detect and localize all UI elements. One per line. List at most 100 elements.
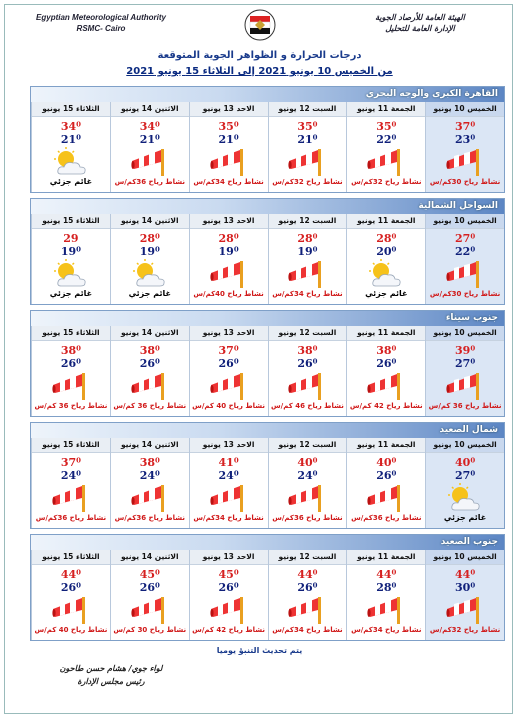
windsock-icon: [288, 261, 322, 288]
min-temp: 27⁰: [455, 469, 476, 482]
regions: القاهرة الكبرى والوجه البحري الخميس 10 يو…: [30, 86, 505, 646]
max-temp: 39⁰: [455, 344, 476, 357]
max-temp: 44⁰: [376, 568, 397, 581]
forecast-cell: الجمعة 11 يونيو 28⁰ 20⁰ غائم جزئي: [346, 214, 426, 304]
min-temp: 23⁰: [455, 133, 476, 146]
max-temp: 28⁰: [376, 232, 397, 245]
forecast-cell: الاثنين 14 يونيو 38⁰ 26⁰ نشاط رياح 36 كم/س: [109, 326, 189, 416]
windsock-icon: [209, 261, 243, 288]
day-label: السبت 12 يونيو: [268, 550, 347, 565]
day-label: الثلاثاء 15 يونيو: [32, 438, 110, 453]
forecast-cell: الاثنين 14 يونيو 45⁰ 26⁰ نشاط رياح 30 كم/س: [109, 550, 189, 640]
condition: نشاط رياح 36كم/س: [272, 514, 343, 522]
max-temp: 35⁰: [376, 120, 397, 133]
windsock-icon: [367, 597, 401, 624]
max-temp: 28⁰: [218, 232, 239, 245]
forecast-cell: الثلاثاء 15 يونيو 37⁰ 24⁰ نشاط رياح 36كم/س: [31, 438, 110, 528]
windsock-icon: [288, 597, 322, 624]
max-temp: 37⁰: [218, 344, 239, 357]
condition: غائم جزئي: [365, 289, 408, 298]
region: جنوب سيناء الخميس 10 يونيو 39⁰ 27⁰ نشاط ريا…: [30, 310, 505, 417]
condition: نشاط رياح 32كم/س: [351, 178, 422, 186]
period: من الخميس 10 يونيو 2021 إلى الثلاثاء 15 …: [126, 66, 393, 77]
forecast-cell: السبت 12 يونيو 38⁰ 26⁰ نشاط رياح 46 كم/س: [267, 326, 347, 416]
condition: نشاط رياح 40 كم/س: [192, 402, 265, 410]
region-name: جنوب سيناء: [31, 311, 504, 326]
min-temp: 26⁰: [139, 581, 160, 594]
day-label: الجمعة 11 يونيو: [347, 102, 426, 117]
forecast-cell: الجمعة 11 يونيو 38⁰ 26⁰ نشاط رياح 42 كم/س: [346, 326, 426, 416]
max-temp: 35⁰: [218, 120, 239, 133]
forecast-cell: الخميس 10 يونيو 40⁰ 27⁰ غائم جزئي: [425, 438, 504, 528]
logo: [244, 9, 276, 41]
max-temp: 34⁰: [60, 120, 81, 133]
max-temp: 38⁰: [297, 344, 318, 357]
day-label: الثلاثاء 15 يونيو: [32, 326, 110, 341]
signature: لواء جوي/ هشام حسن طاحون: [59, 664, 163, 673]
condition: نشاط رياح 34كم/س: [193, 514, 264, 522]
min-temp: 22⁰: [455, 245, 476, 258]
forecast-cell: الجمعة 11 يونيو 44⁰ 28⁰ نشاط رياح 34كم/س: [346, 550, 426, 640]
windsock-icon: [446, 149, 480, 176]
min-temp: 24⁰: [218, 469, 239, 482]
condition: نشاط رياح 36كم/س: [114, 178, 185, 186]
condition: غائم جزئي: [443, 513, 487, 522]
region: القاهرة الكبرى والوجه البحري الخميس 10 يو…: [30, 86, 505, 193]
region-name: شمال الصعيد: [31, 423, 504, 438]
forecast-cell: السبت 12 يونيو 44⁰ 26⁰ نشاط رياح 34كم/س: [267, 550, 347, 640]
forecast-cell: الاثنين 14 يونيو 38⁰ 24⁰ نشاط رياح 36كم/س: [109, 438, 189, 528]
day-label: الاحد 13 يونيو: [189, 550, 268, 565]
forecast-cell: الاحد 13 يونيو 35⁰ 21⁰ نشاط رياح 34كم/س: [188, 102, 268, 192]
min-temp: 30⁰: [455, 581, 476, 594]
forecast-cell: الخميس 10 يونيو 44⁰ 30⁰ نشاط رياح 32كم/س: [425, 550, 504, 640]
day-label: الاثنين 14 يونيو: [110, 326, 189, 341]
min-temp: 19⁰: [60, 245, 81, 258]
day-label: الثلاثاء 15 يونيو: [32, 550, 110, 565]
min-temp: 19⁰: [297, 245, 318, 258]
min-temp: 26⁰: [218, 581, 239, 594]
windsock-icon: [209, 149, 243, 176]
max-temp: 41⁰: [218, 456, 239, 469]
day-label: الجمعة 11 يونيو: [347, 550, 426, 565]
windsock-icon: [209, 373, 243, 400]
max-temp: 38⁰: [139, 344, 160, 357]
condition: نشاط رياح 32كم/س: [272, 178, 343, 186]
windsock-icon: [446, 261, 480, 288]
min-temp: 26⁰: [376, 469, 397, 482]
min-temp: 24⁰: [139, 469, 160, 482]
day-label: الخميس 10 يونيو: [426, 214, 504, 229]
forecast-cell: الثلاثاء 15 يونيو 38⁰ 26⁰ نشاط رياح 36 كم/…: [31, 326, 110, 416]
windsock-icon: [52, 597, 85, 624]
min-temp: 26⁰: [297, 357, 318, 370]
condition: نشاط رياح 36 كم/س: [428, 402, 502, 410]
condition: نشاط رياح 32كم/س: [429, 626, 501, 634]
max-temp: 38⁰: [376, 344, 397, 357]
min-temp: 24⁰: [297, 469, 318, 482]
position: رئيس مجلس الإدارة: [77, 677, 145, 686]
min-temp: 19⁰: [218, 245, 239, 258]
windsock-icon: [288, 373, 322, 400]
day-label: الخميس 10 يونيو: [426, 550, 504, 565]
windsock-icon: [367, 485, 401, 512]
windsock-icon: [209, 597, 243, 624]
forecast-row: الخميس 10 يونيو 40⁰ 27⁰ غائم جزئي الجمعة 11…: [31, 438, 504, 528]
condition: نشاط رياح 34كم/س: [351, 626, 422, 634]
partly-cloudy-icon: [53, 147, 86, 175]
min-temp: 20⁰: [376, 245, 397, 258]
day-label: الاحد 13 يونيو: [189, 102, 268, 117]
day-label: الاثنين 14 يونيو: [110, 438, 189, 453]
condition: نشاط رياح 36كم/س: [351, 514, 422, 522]
forecast-cell: الجمعة 11 يونيو 40⁰ 26⁰ نشاط رياح 36كم/س: [346, 438, 426, 528]
max-temp: 45⁰: [218, 568, 239, 581]
day-label: الخميس 10 يونيو: [426, 326, 504, 341]
min-temp: 28⁰: [376, 581, 397, 594]
max-temp: 29: [63, 232, 79, 245]
min-temp: 19⁰: [139, 245, 160, 258]
day-label: الجمعة 11 يونيو: [347, 438, 426, 453]
min-temp: 21⁰: [218, 133, 239, 146]
forecast-cell: الثلاثاء 15 يونيو 34⁰ 21⁰ غائم جزئي: [31, 102, 110, 192]
forecast-row: الخميس 10 يونيو 27⁰ 22⁰ نشاط رياح 30كم/س ال…: [31, 214, 504, 304]
forecast-cell: الاحد 13 يونيو 41⁰ 24⁰ نشاط رياح 34كم/س: [188, 438, 268, 528]
region: السواحل الشمالية الخميس 10 يونيو 27⁰ 22⁰ نش…: [30, 198, 505, 305]
